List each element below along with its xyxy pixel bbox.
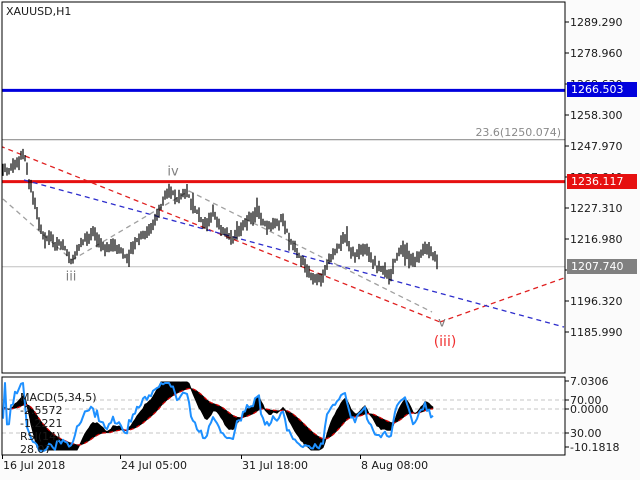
price-axis-label: 1289.290 (570, 16, 623, 29)
wave-label-iv: iv (167, 164, 179, 180)
indicator-layer (2, 381, 565, 452)
price-axis-label: 1216.980 (570, 233, 623, 246)
price-axis-label: 1258.300 (570, 109, 623, 122)
time-axis-label: 8 Aug 08:00 (361, 459, 429, 472)
indicator-label: MACD(5,34,5) -2.5572 -1.2221 RSI(14) 28.… (6, 378, 102, 469)
price-badge-current-price: 1207.740 (567, 258, 637, 274)
macd-signal-line (2, 387, 434, 446)
price-axis-label: 1196.320 (570, 295, 623, 308)
price-axis-label: 1278.960 (570, 47, 623, 60)
main-chart-layer (2, 88, 565, 328)
trend-line-wave-iv-to-v (188, 190, 433, 313)
price-axis-label: 1227.310 (570, 202, 623, 215)
macd-signal-value: -1.2221 (20, 417, 63, 430)
price-axis-label: 1185.990 (570, 326, 623, 339)
fibonacci-level-label: 23.6(1250.074) (475, 126, 561, 139)
time-axis-label: 16 Jul 2018 (3, 459, 66, 472)
trend-line-wave-iii-to-iv (71, 190, 190, 261)
price-badge-support: 1236.117 (567, 173, 637, 189)
price-badge-resistance: 1266.503 (567, 82, 637, 98)
trend-line-channel-upper-red (2, 146, 441, 323)
indicator-axis-label: -10.1818 (570, 441, 620, 454)
time-axis-label: 24 Jul 05:00 (121, 459, 187, 472)
time-axis-label: 31 Jul 18:00 (242, 459, 308, 472)
indicator-panel-border (1, 376, 566, 456)
main-chart-border (1, 1, 566, 374)
macd-name: MACD(5,34,5) (20, 391, 97, 404)
symbol-timeframe-label: XAUUSD,H1 (6, 5, 72, 18)
trend-line-projection-up-red (439, 277, 565, 323)
indicator-axis-label: 0.0000 (570, 403, 609, 416)
wave-label-iii: iii (65, 269, 77, 285)
indicator-axis-label: 30.00 (570, 427, 602, 440)
wave-label-v: v (438, 315, 446, 331)
trend-line-wave-into-iii (2, 198, 73, 261)
rsi-value: 28.07 (20, 443, 52, 456)
candlestick-series (2, 148, 438, 287)
rsi-name: RSI(14) (20, 430, 61, 443)
price-axis-label: 1247.970 (570, 140, 623, 153)
trend-line-channel-lower-blue (23, 179, 565, 328)
indicator-axis-label: 70.00 (570, 394, 602, 407)
indicator-axis-label: 7.0306 (570, 375, 609, 388)
rsi-line (2, 382, 434, 452)
main-chart-area[interactable] (2, 2, 565, 373)
macd-line (2, 381, 434, 451)
wave-label-iii: (iii) (433, 334, 457, 350)
macd-value: -2.5572 (20, 404, 63, 417)
